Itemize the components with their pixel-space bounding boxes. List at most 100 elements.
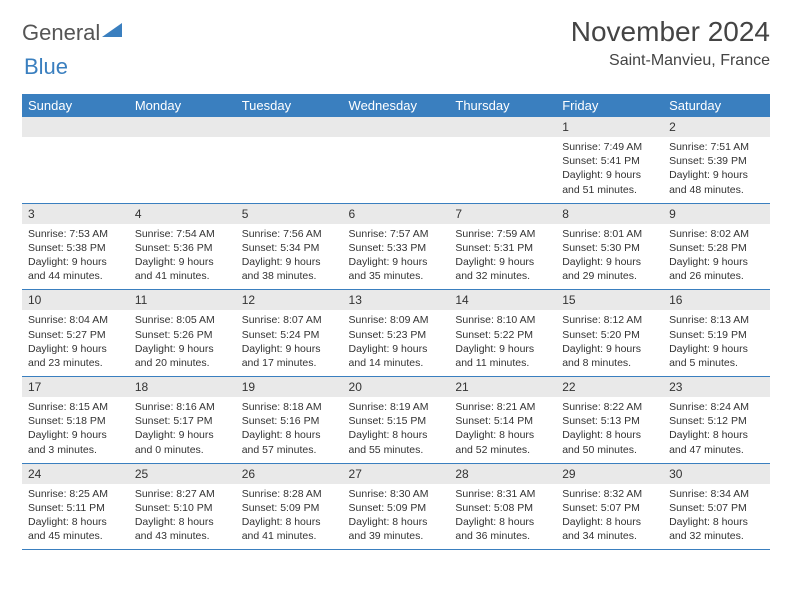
day-details: Sunrise: 8:07 AMSunset: 5:24 PMDaylight:… bbox=[236, 310, 343, 376]
day-number: 14 bbox=[449, 290, 556, 310]
day-cell: 16Sunrise: 8:13 AMSunset: 5:19 PMDayligh… bbox=[663, 290, 770, 377]
day-details: Sunrise: 8:31 AMSunset: 5:08 PMDaylight:… bbox=[449, 484, 556, 550]
day-header-row: SundayMondayTuesdayWednesdayThursdayFrid… bbox=[22, 94, 770, 117]
day-num-empty bbox=[129, 117, 236, 137]
day-details: Sunrise: 8:16 AMSunset: 5:17 PMDaylight:… bbox=[129, 397, 236, 463]
day-details: Sunrise: 8:10 AMSunset: 5:22 PMDaylight:… bbox=[449, 310, 556, 376]
day-details: Sunrise: 8:21 AMSunset: 5:14 PMDaylight:… bbox=[449, 397, 556, 463]
empty-day bbox=[236, 117, 343, 203]
day-number: 27 bbox=[343, 464, 450, 484]
day-number: 3 bbox=[22, 204, 129, 224]
day-details: Sunrise: 8:13 AMSunset: 5:19 PMDaylight:… bbox=[663, 310, 770, 376]
day-number: 25 bbox=[129, 464, 236, 484]
day-header: Monday bbox=[129, 94, 236, 117]
day-number: 26 bbox=[236, 464, 343, 484]
day-details: Sunrise: 7:51 AMSunset: 5:39 PMDaylight:… bbox=[663, 137, 770, 203]
day-cell: 13Sunrise: 8:09 AMSunset: 5:23 PMDayligh… bbox=[343, 290, 450, 377]
logo-text-b: Blue bbox=[24, 54, 68, 79]
day-cell: 15Sunrise: 8:12 AMSunset: 5:20 PMDayligh… bbox=[556, 290, 663, 377]
day-cell: 3Sunrise: 7:53 AMSunset: 5:38 PMDaylight… bbox=[22, 203, 129, 290]
day-number: 12 bbox=[236, 290, 343, 310]
day-number: 19 bbox=[236, 377, 343, 397]
calendar-row: 24Sunrise: 8:25 AMSunset: 5:11 PMDayligh… bbox=[22, 463, 770, 550]
day-number: 20 bbox=[343, 377, 450, 397]
day-details: Sunrise: 7:56 AMSunset: 5:34 PMDaylight:… bbox=[236, 224, 343, 290]
day-number: 5 bbox=[236, 204, 343, 224]
day-number: 8 bbox=[556, 204, 663, 224]
day-header: Friday bbox=[556, 94, 663, 117]
day-details: Sunrise: 8:25 AMSunset: 5:11 PMDaylight:… bbox=[22, 484, 129, 550]
logo: General bbox=[22, 20, 122, 46]
day-cell: 22Sunrise: 8:22 AMSunset: 5:13 PMDayligh… bbox=[556, 377, 663, 464]
day-header: Wednesday bbox=[343, 94, 450, 117]
day-details: Sunrise: 8:09 AMSunset: 5:23 PMDaylight:… bbox=[343, 310, 450, 376]
day-cell: 19Sunrise: 8:18 AMSunset: 5:16 PMDayligh… bbox=[236, 377, 343, 464]
day-details: Sunrise: 8:18 AMSunset: 5:16 PMDaylight:… bbox=[236, 397, 343, 463]
day-cell: 27Sunrise: 8:30 AMSunset: 5:09 PMDayligh… bbox=[343, 463, 450, 550]
day-details: Sunrise: 8:28 AMSunset: 5:09 PMDaylight:… bbox=[236, 484, 343, 550]
day-cell: 8Sunrise: 8:01 AMSunset: 5:30 PMDaylight… bbox=[556, 203, 663, 290]
day-number: 6 bbox=[343, 204, 450, 224]
day-number: 17 bbox=[22, 377, 129, 397]
day-cell: 14Sunrise: 8:10 AMSunset: 5:22 PMDayligh… bbox=[449, 290, 556, 377]
empty-day bbox=[343, 117, 450, 203]
day-cell: 10Sunrise: 8:04 AMSunset: 5:27 PMDayligh… bbox=[22, 290, 129, 377]
day-number: 30 bbox=[663, 464, 770, 484]
empty-day bbox=[129, 117, 236, 203]
day-details: Sunrise: 7:54 AMSunset: 5:36 PMDaylight:… bbox=[129, 224, 236, 290]
day-cell: 20Sunrise: 8:19 AMSunset: 5:15 PMDayligh… bbox=[343, 377, 450, 464]
day-number: 28 bbox=[449, 464, 556, 484]
day-details: Sunrise: 7:59 AMSunset: 5:31 PMDaylight:… bbox=[449, 224, 556, 290]
day-details: Sunrise: 8:34 AMSunset: 5:07 PMDaylight:… bbox=[663, 484, 770, 550]
day-details: Sunrise: 8:02 AMSunset: 5:28 PMDaylight:… bbox=[663, 224, 770, 290]
day-number: 23 bbox=[663, 377, 770, 397]
day-details: Sunrise: 8:19 AMSunset: 5:15 PMDaylight:… bbox=[343, 397, 450, 463]
day-details: Sunrise: 8:04 AMSunset: 5:27 PMDaylight:… bbox=[22, 310, 129, 376]
day-number: 13 bbox=[343, 290, 450, 310]
day-num-empty bbox=[22, 117, 129, 137]
day-cell: 25Sunrise: 8:27 AMSunset: 5:10 PMDayligh… bbox=[129, 463, 236, 550]
day-cell: 6Sunrise: 7:57 AMSunset: 5:33 PMDaylight… bbox=[343, 203, 450, 290]
calendar-row: 17Sunrise: 8:15 AMSunset: 5:18 PMDayligh… bbox=[22, 377, 770, 464]
logo-triangle-icon bbox=[102, 23, 122, 44]
day-number: 4 bbox=[129, 204, 236, 224]
calendar-table: SundayMondayTuesdayWednesdayThursdayFrid… bbox=[22, 94, 770, 550]
day-details: Sunrise: 8:22 AMSunset: 5:13 PMDaylight:… bbox=[556, 397, 663, 463]
day-cell: 23Sunrise: 8:24 AMSunset: 5:12 PMDayligh… bbox=[663, 377, 770, 464]
day-details: Sunrise: 8:12 AMSunset: 5:20 PMDaylight:… bbox=[556, 310, 663, 376]
month-title: November 2024 bbox=[571, 16, 770, 48]
day-cell: 5Sunrise: 7:56 AMSunset: 5:34 PMDaylight… bbox=[236, 203, 343, 290]
day-header: Thursday bbox=[449, 94, 556, 117]
calendar-row: 1Sunrise: 7:49 AMSunset: 5:41 PMDaylight… bbox=[22, 117, 770, 203]
day-cell: 26Sunrise: 8:28 AMSunset: 5:09 PMDayligh… bbox=[236, 463, 343, 550]
day-cell: 18Sunrise: 8:16 AMSunset: 5:17 PMDayligh… bbox=[129, 377, 236, 464]
day-cell: 4Sunrise: 7:54 AMSunset: 5:36 PMDaylight… bbox=[129, 203, 236, 290]
day-details: Sunrise: 7:57 AMSunset: 5:33 PMDaylight:… bbox=[343, 224, 450, 290]
day-details: Sunrise: 8:24 AMSunset: 5:12 PMDaylight:… bbox=[663, 397, 770, 463]
day-header: Tuesday bbox=[236, 94, 343, 117]
day-cell: 1Sunrise: 7:49 AMSunset: 5:41 PMDaylight… bbox=[556, 117, 663, 203]
day-details: Sunrise: 7:49 AMSunset: 5:41 PMDaylight:… bbox=[556, 137, 663, 203]
day-header: Saturday bbox=[663, 94, 770, 117]
title-block: November 2024 Saint-Manvieu, France bbox=[571, 16, 770, 70]
day-number: 18 bbox=[129, 377, 236, 397]
day-number: 2 bbox=[663, 117, 770, 137]
day-cell: 7Sunrise: 7:59 AMSunset: 5:31 PMDaylight… bbox=[449, 203, 556, 290]
day-details: Sunrise: 8:05 AMSunset: 5:26 PMDaylight:… bbox=[129, 310, 236, 376]
logo-text-a: General bbox=[22, 20, 100, 46]
day-number: 21 bbox=[449, 377, 556, 397]
day-number: 10 bbox=[22, 290, 129, 310]
day-details: Sunrise: 8:30 AMSunset: 5:09 PMDaylight:… bbox=[343, 484, 450, 550]
day-num-empty bbox=[343, 117, 450, 137]
day-num-empty bbox=[449, 117, 556, 137]
day-cell: 24Sunrise: 8:25 AMSunset: 5:11 PMDayligh… bbox=[22, 463, 129, 550]
day-cell: 21Sunrise: 8:21 AMSunset: 5:14 PMDayligh… bbox=[449, 377, 556, 464]
day-cell: 9Sunrise: 8:02 AMSunset: 5:28 PMDaylight… bbox=[663, 203, 770, 290]
day-details: Sunrise: 8:32 AMSunset: 5:07 PMDaylight:… bbox=[556, 484, 663, 550]
day-details: Sunrise: 8:27 AMSunset: 5:10 PMDaylight:… bbox=[129, 484, 236, 550]
day-number: 11 bbox=[129, 290, 236, 310]
day-number: 24 bbox=[22, 464, 129, 484]
calendar-row: 3Sunrise: 7:53 AMSunset: 5:38 PMDaylight… bbox=[22, 203, 770, 290]
day-number: 15 bbox=[556, 290, 663, 310]
day-details: Sunrise: 8:01 AMSunset: 5:30 PMDaylight:… bbox=[556, 224, 663, 290]
